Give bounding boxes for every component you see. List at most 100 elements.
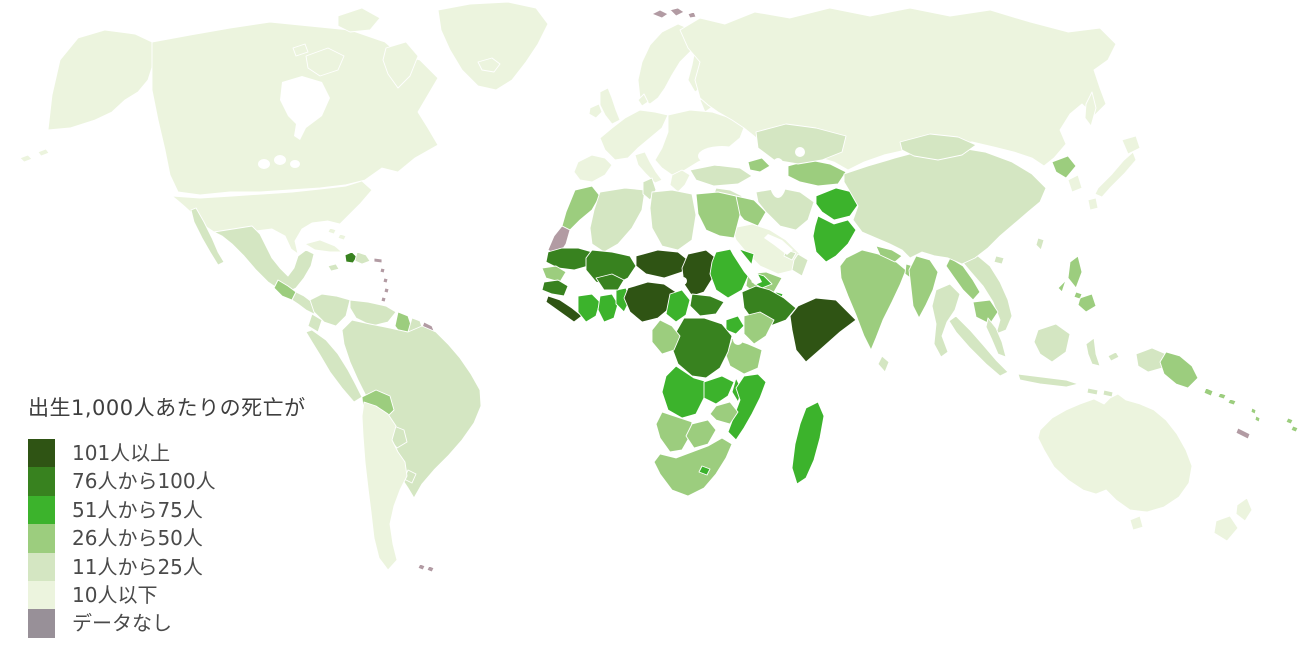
country-indonesia <box>948 315 1167 398</box>
black-sea <box>698 146 746 166</box>
sakhalin-island <box>1084 91 1097 127</box>
legend-row-26to50: 26人から50人 <box>28 524 306 553</box>
country-morocco <box>561 185 601 231</box>
country-guinea <box>541 279 569 297</box>
country-somalia <box>789 297 857 363</box>
country-zambia <box>703 375 735 405</box>
country-iran <box>755 187 815 231</box>
country-cambodia <box>972 299 999 325</box>
country-sri-lanka <box>877 355 890 373</box>
region-west-europe <box>599 109 669 161</box>
legend-row-101plus: 101人以上 <box>28 439 306 468</box>
country-libya <box>649 189 697 251</box>
legend-swatch-11to25 <box>28 552 55 581</box>
map-legend: 出生1,000人あたりの死亡が 101人以上 76人から100人 51人から75… <box>28 392 306 638</box>
bahamas-islands <box>327 227 347 241</box>
legend-row-11to25: 11人から25人 <box>28 552 306 581</box>
lesser-antilles <box>379 267 390 303</box>
legend-title: 出生1,000人あたりの死亡が <box>28 396 306 420</box>
aral-sea <box>795 147 805 157</box>
lake-chad <box>679 277 687 285</box>
country-new-zealand <box>1213 497 1253 542</box>
country-cote-divoire <box>577 293 601 323</box>
aleutian-islands <box>19 148 50 163</box>
country-senegal <box>541 265 567 283</box>
country-puerto-rico <box>373 257 383 264</box>
legend-label-76to100: 76人から100人 <box>72 469 216 494</box>
country-jamaica <box>327 263 340 272</box>
country-angola <box>661 365 709 419</box>
legend-swatch-51to75 <box>28 495 55 525</box>
country-pakistan <box>812 215 857 263</box>
country-peru <box>305 329 363 403</box>
country-chad <box>681 249 717 297</box>
country-lesotho <box>698 465 711 476</box>
great-lakes <box>258 155 300 169</box>
country-oman <box>791 253 809 277</box>
legend-label-10orless: 10人以下 <box>72 582 158 607</box>
country-laos <box>945 257 981 301</box>
vanuatu-islands <box>1250 407 1261 423</box>
legend-label-51to75: 51人から75人 <box>72 497 203 522</box>
country-niger <box>635 249 689 279</box>
new-caledonia-island <box>1235 427 1251 440</box>
legend-swatch-10orless <box>28 580 55 610</box>
country-japan <box>1087 135 1141 211</box>
red-sea <box>727 240 762 285</box>
country-russia <box>679 7 1117 171</box>
hainan-island <box>993 255 1005 265</box>
persian-gulf <box>764 234 793 255</box>
country-afghanistan <box>815 187 861 221</box>
country-central-african-republic <box>689 293 725 317</box>
country-alaska <box>47 29 156 131</box>
lake-victoria <box>733 335 743 345</box>
fiji-islands <box>1285 417 1299 433</box>
country-colombia <box>309 293 351 327</box>
country-north-korea <box>1051 155 1077 179</box>
tasmania-island <box>1129 515 1144 531</box>
victoria-island <box>305 47 345 77</box>
country-kazakhstan <box>755 123 847 165</box>
country-mozambique <box>727 373 767 441</box>
country-nepal <box>875 245 903 263</box>
country-myanmar <box>908 255 939 319</box>
country-greenland <box>437 1 549 91</box>
legend-row-76to100: 76人から100人 <box>28 467 306 496</box>
country-thailand <box>931 283 961 358</box>
country-ireland <box>588 103 603 119</box>
legend-label-26to50: 26人から50人 <box>72 526 203 551</box>
country-botswana <box>685 419 717 449</box>
country-nigeria <box>623 281 677 323</box>
country-uganda <box>725 315 745 335</box>
solomon-islands <box>1217 392 1237 406</box>
country-zimbabwe <box>709 401 739 425</box>
country-iceland <box>477 57 501 73</box>
legend-label-11to25: 11人から25人 <box>72 554 203 579</box>
legend-swatch-nodata <box>28 609 55 638</box>
country-papua-new-guinea <box>1159 351 1214 397</box>
country-mongolia <box>899 133 977 161</box>
country-australia <box>1037 393 1193 513</box>
falkland-islands <box>417 563 435 573</box>
country-burkina-faso <box>595 273 625 291</box>
legend-row-nodata: データなし <box>28 609 306 638</box>
region-caucasus <box>747 157 771 173</box>
country-ghana <box>597 293 619 323</box>
country-south-korea <box>1067 174 1083 193</box>
country-vietnam <box>959 249 1013 335</box>
country-india <box>839 249 907 351</box>
country-south-africa <box>653 437 733 497</box>
country-ecuador <box>307 313 323 333</box>
country-philippines <box>1057 255 1097 313</box>
legend-label-101plus: 101人以上 <box>72 441 171 465</box>
country-algeria <box>589 187 646 253</box>
baffin-island <box>382 41 419 89</box>
country-taiwan <box>1035 237 1045 251</box>
region-congo-gabon <box>651 319 681 355</box>
country-malaysia <box>985 317 1007 358</box>
country-cuba <box>304 239 343 253</box>
region-balkans-greece <box>669 169 691 193</box>
legend-label-nodata: データなし <box>72 611 172 636</box>
region-central-america <box>291 291 319 315</box>
